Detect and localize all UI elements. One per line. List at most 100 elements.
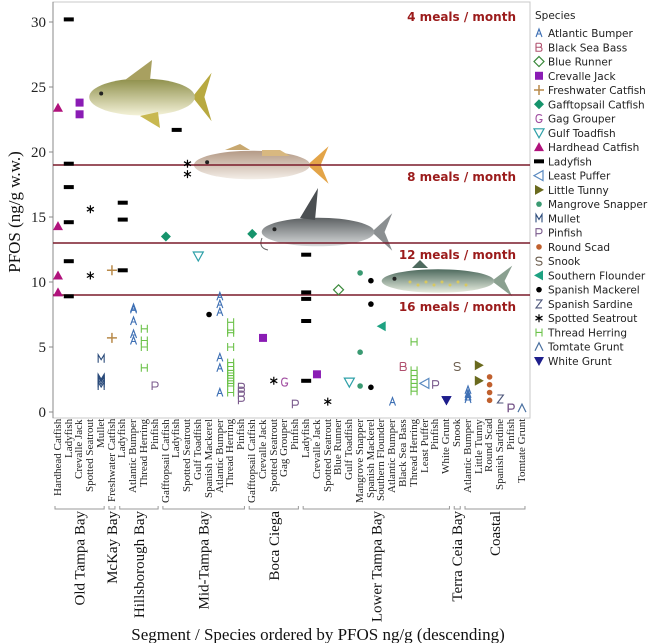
point-atlantic-bumper <box>130 315 138 326</box>
point-ladyfish <box>301 378 312 383</box>
point-ladyfish <box>117 217 128 222</box>
category-label: Crevalle Jack <box>256 419 269 479</box>
segment-label: Boca Ciega <box>267 511 283 581</box>
point-spanish-mackerel <box>368 301 374 307</box>
legend-marker-icon <box>535 184 544 195</box>
point-thread-herring <box>410 379 418 388</box>
point-hardhead-catfish <box>53 221 63 231</box>
fish-barbel <box>260 237 269 251</box>
legend-marker-icon <box>535 71 543 80</box>
category-label: Thread Herring <box>138 419 151 488</box>
point-atlantic-bumper <box>464 393 472 404</box>
fish-body <box>261 217 375 247</box>
point-atlantic-bumper <box>216 351 224 362</box>
fish-spot <box>416 283 420 287</box>
legend-entry: Thread Herring <box>547 327 627 339</box>
point-pinfish <box>237 386 245 396</box>
legend-marker-icon <box>535 314 543 323</box>
point-thread-herring <box>410 375 418 384</box>
fish-illustrations <box>89 60 513 297</box>
point-atlantic-bumper <box>130 334 138 345</box>
point-ladyfish <box>117 268 128 273</box>
point-spotted-seatrout <box>86 271 95 280</box>
legend-title: Species <box>535 10 575 22</box>
point-blue-runner <box>332 283 345 296</box>
point-thread-herring <box>227 343 235 351</box>
point-thread-herring <box>227 362 235 371</box>
legend-marker-icon <box>535 256 543 266</box>
point-ladyfish <box>301 252 312 257</box>
point-ladyfish <box>63 161 74 166</box>
point-atlantic-bumper <box>216 386 224 397</box>
legend: Species Atlantic Bumper Black Sea Bass Blue… <box>532 10 648 368</box>
point-spanish-mackerel <box>368 277 374 284</box>
category-label: Gulf Toadfish <box>343 419 356 481</box>
segment-bracket <box>108 506 116 510</box>
legend-marker-icon <box>533 55 545 68</box>
segment-label: Mid-Tampa Bay <box>197 511 213 610</box>
legend-marker-icon <box>534 99 544 110</box>
point-ladyfish <box>117 200 128 205</box>
fish-spot <box>464 283 468 287</box>
point-gulf-toadfish <box>192 251 205 263</box>
point-hardhead-catfish <box>53 270 63 280</box>
point-thread-herring <box>410 387 418 396</box>
legend-entry: Snook <box>548 256 581 268</box>
point-atlantic-bumper <box>216 298 224 309</box>
point-ladyfish <box>63 185 74 190</box>
y-tick-label: 20 <box>31 145 46 161</box>
point-mangrove-snapper <box>357 270 363 276</box>
point-thread-herring <box>140 324 148 333</box>
point-thread-herring <box>410 383 418 392</box>
legend-entry: Spotted Seatrout <box>548 313 637 325</box>
fish-spot <box>424 280 428 284</box>
point-atlantic-bumper <box>388 396 397 406</box>
category-label: Black Sea Bass <box>397 419 410 487</box>
category-label: Pinfish <box>504 419 517 451</box>
point-ladyfish <box>63 220 74 225</box>
legend-marker-icon <box>535 27 543 38</box>
point-gafftopsail-catfish <box>160 231 171 242</box>
point-ladyfish <box>301 319 312 323</box>
legend-marker-icon <box>535 212 543 223</box>
segment-bracket <box>453 506 461 510</box>
x-axis-title: Segment / Species ordered by PFOS ng/g (… <box>131 625 504 643</box>
fish-fin <box>412 260 428 268</box>
point-atlantic-bumper <box>216 290 224 301</box>
legend-entry: Freshwater Catfish <box>548 85 646 97</box>
point-ladyfish <box>301 296 312 301</box>
point-thread-herring <box>227 328 235 337</box>
legend-marker-icon <box>534 159 544 164</box>
category-label: Snook <box>450 419 463 448</box>
point-southern-flounder <box>376 321 386 332</box>
point-pinfish <box>237 382 245 392</box>
point-snook <box>453 361 461 372</box>
crevalle-jack-illustration <box>89 60 212 128</box>
fish-tail <box>192 72 212 122</box>
point-pinfish <box>237 395 245 405</box>
threshold-lines: 4 meals / month 8 meals / month 12 meals /… <box>53 10 530 314</box>
point-spanish-mackerel <box>368 384 374 391</box>
fish-fin <box>125 60 152 80</box>
fish-spot <box>456 280 460 284</box>
point-pinfish <box>507 403 515 413</box>
legend-entry: Gulf Toadfish <box>548 128 616 140</box>
point-crevalle-jack <box>312 370 321 379</box>
segment-label: Hillsborough Bay <box>132 511 148 619</box>
point-thread-herring <box>227 358 235 367</box>
point-thread-herring <box>140 343 148 351</box>
point-pinfish <box>432 380 440 389</box>
legend-entry: Pinfish <box>548 228 582 240</box>
fish-fin <box>262 150 290 156</box>
y-tick-label: 30 <box>31 15 46 31</box>
legend-marker-icon <box>535 228 543 237</box>
y-tick-label: 10 <box>31 275 46 291</box>
category-label: Crevalle Jack <box>310 419 323 479</box>
point-freshwater-catfish <box>106 265 117 276</box>
fish-fin <box>300 188 318 220</box>
spanish-mackerel-illustration <box>381 260 513 297</box>
segment-bracket <box>464 506 526 510</box>
legend-marker-icon <box>536 244 542 250</box>
fish-fin <box>140 112 160 128</box>
